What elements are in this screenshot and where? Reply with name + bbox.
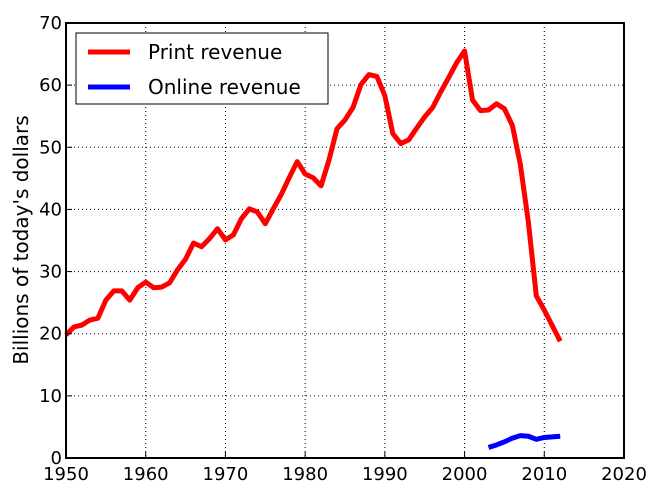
ticks: 1950 1960 1970 1980 1990 2000 2010 2020 0 10 20 30 4… — [39, 13, 647, 485]
y-tick-label: 40 — [39, 199, 62, 220]
legend-label-print: Print revenue — [148, 40, 282, 64]
series-lines — [64, 48, 563, 450]
series-line-online-revenue — [487, 433, 561, 450]
x-tick-label: 2010 — [521, 464, 567, 485]
y-tick-label: 50 — [39, 137, 62, 158]
legend-box — [75, 32, 329, 105]
y-tick-label: 30 — [39, 262, 62, 283]
y-tick-label: 70 — [39, 13, 62, 34]
y-axis-label: Billions of today's dollars — [9, 115, 33, 364]
x-tick-label: 1970 — [203, 464, 249, 485]
x-tick-label: 1990 — [362, 464, 408, 485]
x-tick-label: 1960 — [123, 464, 169, 485]
plot-frame — [65, 22, 625, 459]
y-tick-label: 60 — [39, 75, 62, 96]
series-line-print-revenue — [64, 48, 563, 343]
legend: Print revenue Online revenue — [75, 32, 329, 105]
x-tick-label: 1980 — [282, 464, 328, 485]
x-tick-label: 2020 — [601, 464, 647, 485]
y-tick-label: 0 — [51, 448, 62, 469]
y-tick-label: 10 — [39, 386, 62, 407]
x-tick-label: 2000 — [442, 464, 488, 485]
legend-label-online: Online revenue — [148, 75, 301, 99]
x-tick-label: 1950 — [43, 464, 89, 485]
y-tick-label: 20 — [39, 324, 62, 345]
